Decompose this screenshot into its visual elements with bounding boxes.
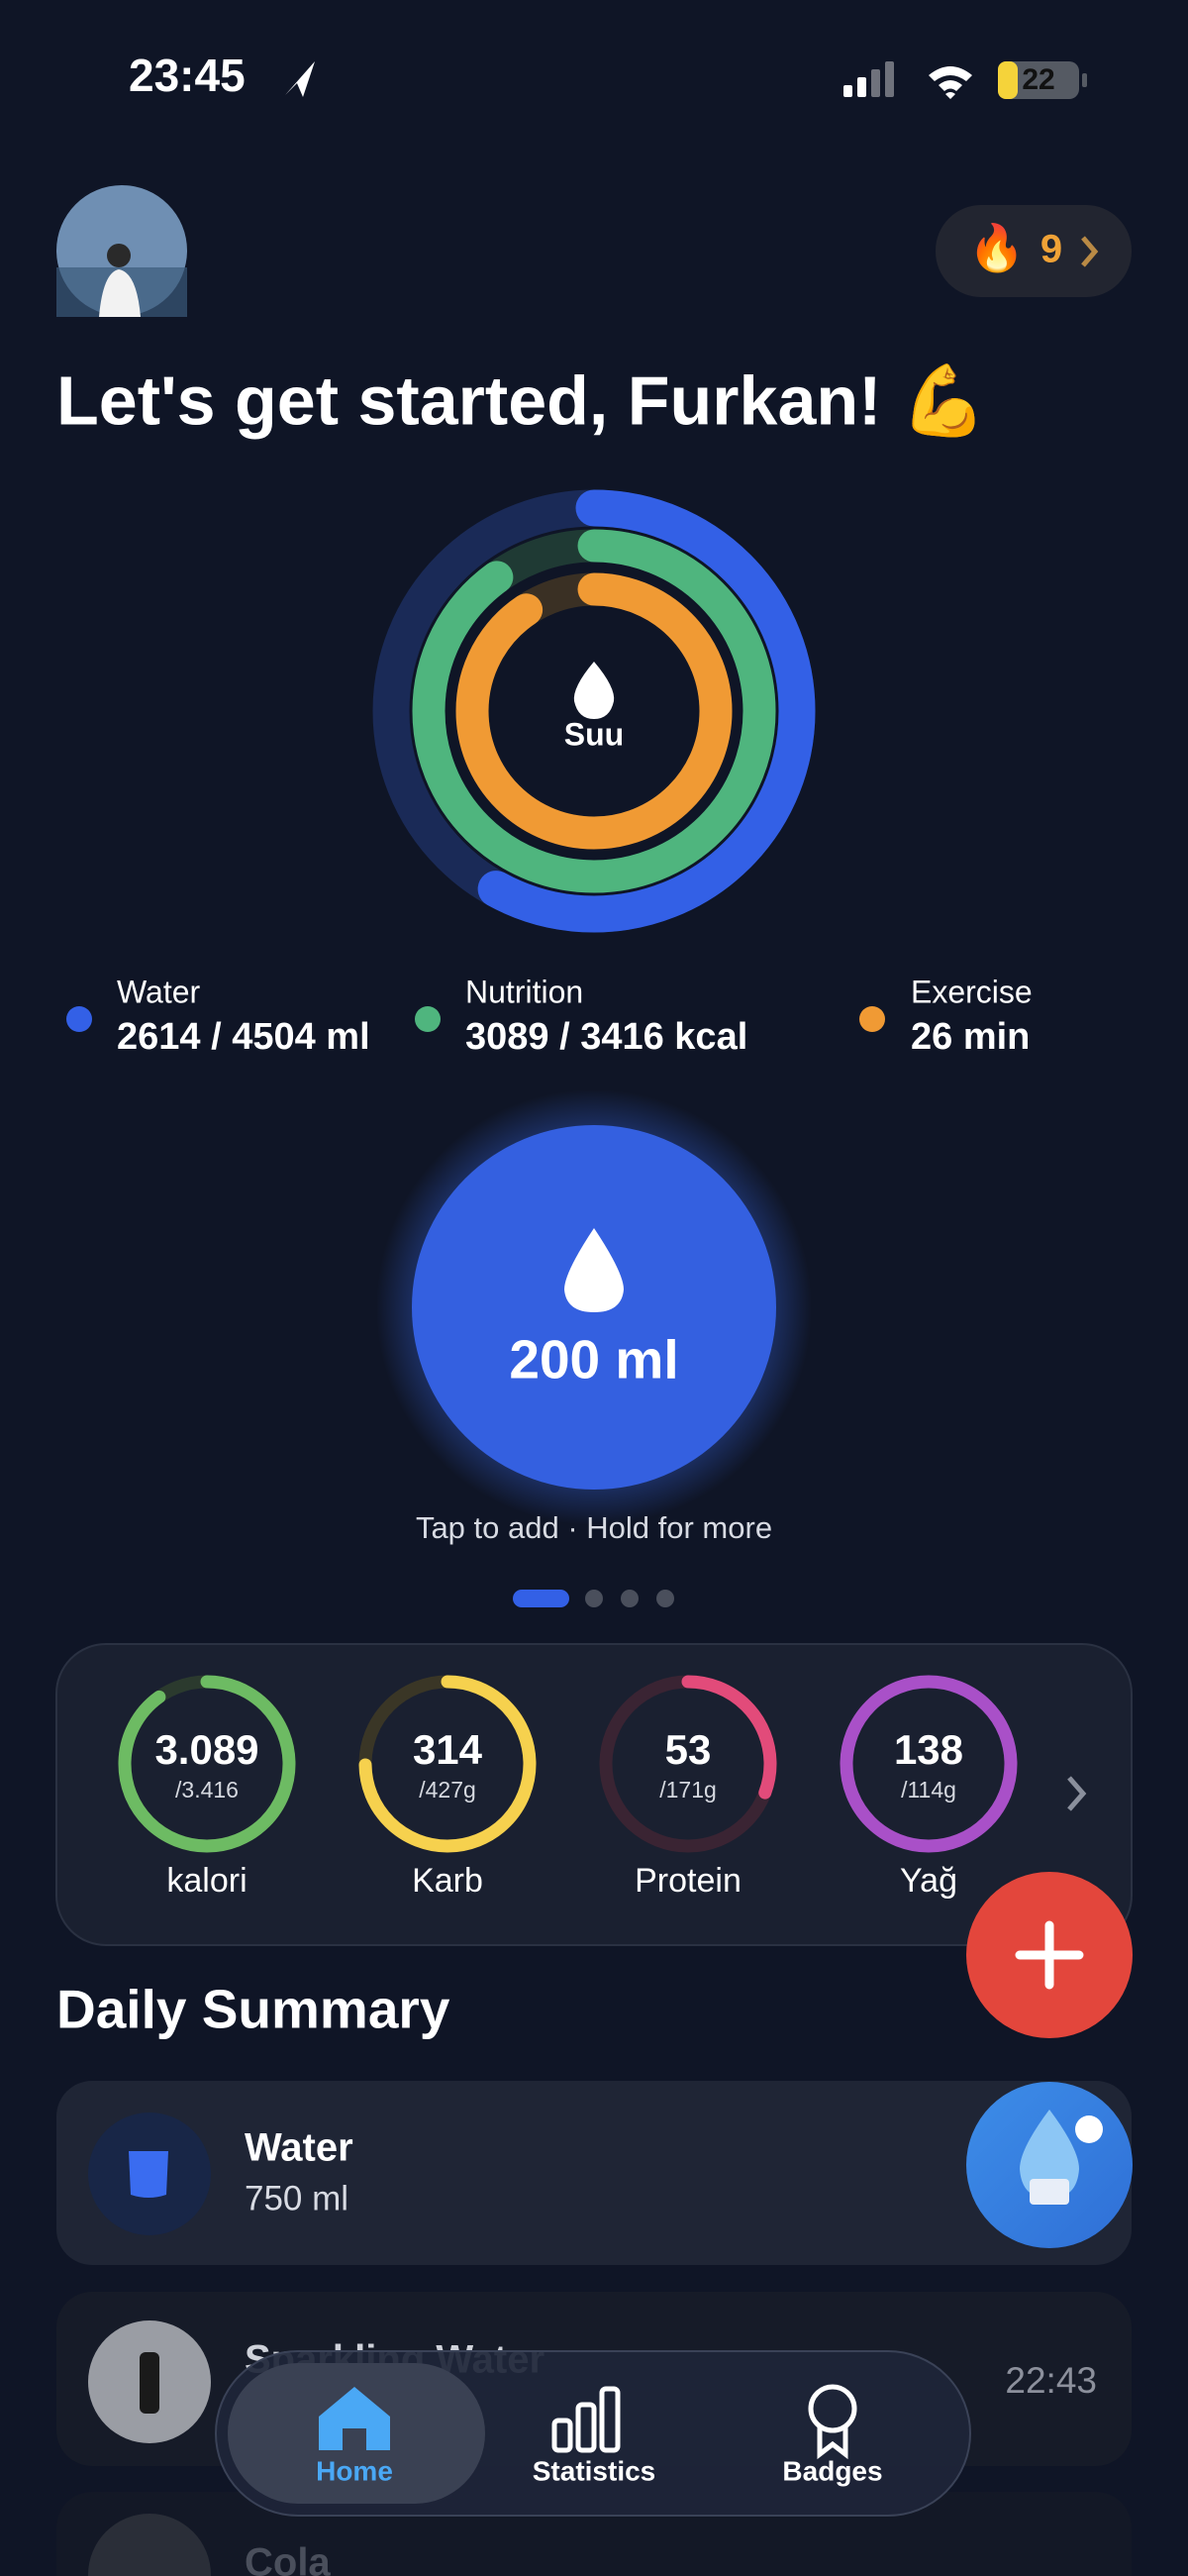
mascot-laptop [1030, 2179, 1069, 2205]
page-dot-active [513, 1590, 569, 1607]
battery-tip [1082, 73, 1087, 87]
legend-value: 3089 / 3416 kcal [465, 1016, 747, 1058]
entry-card[interactable] [56, 2081, 1132, 2265]
activity-rings [372, 489, 816, 933]
tab-label[interactable]: Home [316, 2455, 393, 2486]
macro-goal: /114g [901, 1777, 956, 1803]
avatar[interactable] [56, 185, 187, 317]
tab-active-bg [228, 2363, 485, 2504]
macro-label: Protein [635, 1862, 742, 1900]
macro-rings [118, 1675, 1018, 1853]
legend-label: Water [117, 974, 201, 1009]
entry-time: 22:43 [1005, 2360, 1097, 2401]
macro-value: 3.089 [154, 1726, 258, 1773]
battery-percent: 22 [1022, 63, 1054, 96]
macro-value: 314 [413, 1726, 483, 1773]
battery-body [998, 61, 1079, 99]
water-ring [372, 489, 816, 933]
badges-icon [808, 2384, 857, 2460]
legend-label: Exercise [911, 974, 1033, 1009]
macros-chevron[interactable] [1067, 1776, 1087, 1811]
macro-value: 53 [665, 1726, 712, 1773]
section-title: Daily Summary [56, 1979, 450, 2040]
legend-dot [66, 1006, 92, 1032]
macro-value: 138 [894, 1726, 963, 1773]
entry-amount: 750 ml [245, 2179, 348, 2217]
app-logo [573, 662, 615, 719]
streak-chevron [1081, 236, 1099, 267]
statistics-icon [551, 2386, 621, 2453]
macro-label: Karb [412, 1862, 483, 1900]
quick-add-amount: 200 ml [509, 1329, 678, 1391]
legend-dot [415, 1006, 441, 1032]
nutrition-ring [412, 529, 776, 893]
page-dot [656, 1590, 674, 1607]
exercise-ring [455, 572, 733, 850]
macro-label: Yağ [900, 1862, 957, 1900]
battery-level [998, 61, 1018, 99]
status-time: 23:45 [129, 50, 246, 101]
drop-icon [564, 1228, 624, 1312]
legend-value: 26 min [911, 1016, 1030, 1058]
legend-value: 2614 / 4504 ml [117, 1016, 370, 1058]
water-jug-icon [129, 2151, 168, 2198]
page-dot [585, 1590, 603, 1607]
legend-label: Nutrition [465, 974, 583, 1009]
bottle-icon [140, 2352, 159, 2414]
tab-label[interactable]: Statistics [533, 2455, 656, 2486]
macro-goal: /427g [419, 1777, 476, 1803]
mascot-icon [1020, 2110, 1079, 2199]
macro-label: kalori [166, 1862, 247, 1900]
macro-goal: /3.416 [175, 1777, 239, 1803]
home-icon [319, 2387, 390, 2450]
streak-flame: 🔥 [968, 222, 1025, 274]
streak-count: 9 [1040, 228, 1062, 271]
wifi-icon [929, 66, 972, 99]
rings-center-label: Suu [564, 716, 624, 752]
legend-dot [859, 1006, 885, 1032]
tab-label[interactable]: Badges [782, 2455, 882, 2486]
location-icon [285, 61, 315, 97]
page-dot [621, 1590, 639, 1607]
mascot-bubble [1075, 2115, 1103, 2143]
entry-name: Cola [245, 2541, 331, 2576]
plus-icon [1015, 1920, 1084, 1990]
entry-icon-bg [88, 2514, 211, 2576]
macro-goal: /171g [659, 1777, 717, 1803]
streak-pill[interactable] [936, 205, 1132, 297]
macro-ring [840, 1675, 1018, 1853]
quick-add-hint: Tap to add · Hold for more [416, 1510, 772, 1545]
signal-icon [843, 61, 894, 97]
greeting: Let's get started, Furkan! 💪 [56, 361, 987, 440]
entry-name: Water [245, 2126, 353, 2170]
macro-ring [358, 1675, 537, 1853]
macro-ring [118, 1675, 296, 1853]
macro-ring [599, 1675, 777, 1853]
